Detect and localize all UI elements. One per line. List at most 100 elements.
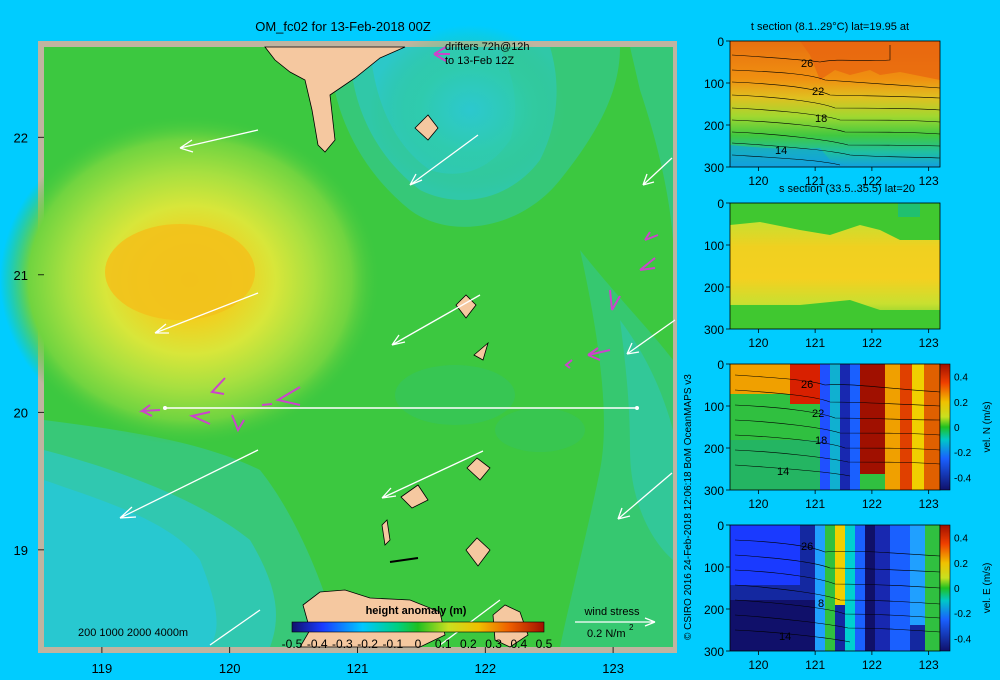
vn-contour-label-22: 22 bbox=[812, 408, 824, 420]
colorbar-tick-label: 0.2 bbox=[954, 559, 968, 570]
section-x-tick-label: 122 bbox=[862, 658, 882, 672]
drifter-track bbox=[138, 404, 161, 417]
drifter-track bbox=[609, 289, 621, 311]
t-section-field bbox=[730, 41, 940, 167]
colorbar-tick-label: 0 bbox=[954, 423, 960, 434]
section-y-tick-label: 300 bbox=[704, 645, 724, 659]
section-y-tick-label: 0 bbox=[717, 197, 724, 211]
colorbar-title: height anomaly (m) bbox=[366, 605, 467, 617]
colorbar-ticks: -0.5 -0.4 -0.3 -0.2 -0.1 0 0.1 0.2 0.3 0.4 0.5 bbox=[282, 637, 553, 651]
ve-section-field bbox=[730, 525, 940, 651]
colorbar-tick-label: 0.2 bbox=[460, 637, 477, 651]
wind-legend-title: wind stress bbox=[583, 606, 640, 618]
section-x-tick-label: 120 bbox=[748, 497, 768, 511]
section-x-tick-label: 122 bbox=[862, 336, 882, 350]
section-y-tick-label: 100 bbox=[704, 400, 724, 414]
drifter-tracks bbox=[138, 46, 659, 433]
section-y-tick-label: 300 bbox=[704, 161, 724, 175]
section-x-tick-label: 122 bbox=[862, 497, 882, 511]
ve-contour-label-26: 26 bbox=[801, 541, 813, 553]
drifter-track bbox=[564, 359, 573, 369]
section-x-tick-label: 121 bbox=[805, 336, 825, 350]
section-y-tick-label: 100 bbox=[704, 239, 724, 253]
wind-arrow bbox=[642, 157, 673, 186]
section-x-tick-label: 120 bbox=[748, 336, 768, 350]
t-section-ticks: 120 121 122 123 0 100 200 300 bbox=[704, 35, 939, 188]
map-title: OM_fc02 for 13-Feb-2018 00Z bbox=[255, 19, 431, 34]
wind-arrow bbox=[391, 294, 481, 346]
map-y-tick-label: 20 bbox=[14, 405, 28, 420]
drifter-track bbox=[587, 347, 611, 361]
drifter-track bbox=[644, 231, 659, 241]
map-y-tick-label: 22 bbox=[14, 130, 28, 145]
map-y-tick-label: 21 bbox=[14, 268, 28, 283]
colorbar-tick-label: -0.5 bbox=[282, 637, 303, 651]
section-x-tick-label: 120 bbox=[748, 658, 768, 672]
map-y-tick-label: 19 bbox=[14, 543, 28, 558]
s-section-field bbox=[730, 203, 940, 329]
wind-legend-value: 0.2 N/m bbox=[587, 628, 626, 640]
section-y-tick-label: 100 bbox=[704, 561, 724, 575]
wind-arrow bbox=[179, 129, 259, 153]
section-x-tick-label: 123 bbox=[919, 174, 939, 188]
drifter-track bbox=[261, 386, 301, 406]
wind-legend-arrow bbox=[575, 617, 656, 627]
section-y-tick-label: 100 bbox=[704, 77, 724, 91]
vn-contour-label-26: 26 bbox=[801, 379, 813, 391]
t-contours bbox=[731, 45, 941, 166]
wind-arrow bbox=[409, 134, 479, 186]
section-y-tick-label: 200 bbox=[704, 119, 724, 133]
section-end-marker bbox=[635, 406, 639, 410]
colorbar-tick-label: 0.4 bbox=[510, 637, 527, 651]
s-section-title: s section (33.5..35.5) lat=20 bbox=[779, 183, 915, 195]
section-x-tick-label: 121 bbox=[805, 497, 825, 511]
vn-contour-label-18: 18 bbox=[815, 435, 827, 447]
map-field bbox=[0, 25, 673, 647]
s-section-frame bbox=[729, 202, 941, 330]
section-y-tick-label: 300 bbox=[704, 484, 724, 498]
colorbar-tick-label: 0 bbox=[954, 584, 960, 595]
drifter-legend-line2: to 13-Feb 12Z bbox=[445, 55, 514, 67]
section-y-tick-label: 0 bbox=[717, 519, 724, 533]
vn-colorbar-label: vel. N (m/s) bbox=[982, 401, 993, 452]
section-x-tick-label: 121 bbox=[805, 174, 825, 188]
vn-section-field bbox=[730, 364, 940, 490]
section-y-tick-label: 200 bbox=[704, 442, 724, 456]
ve-contours bbox=[734, 539, 941, 643]
map-x-tick-label: 121 bbox=[347, 661, 369, 676]
t-section-frame bbox=[729, 40, 941, 168]
section-y-tick-label: 300 bbox=[704, 323, 724, 337]
map-x-tick-label: 119 bbox=[92, 661, 113, 676]
depth-legend: 200 1000 2000 4000m bbox=[78, 627, 188, 639]
section-start-marker bbox=[163, 406, 167, 410]
wind-arrow bbox=[154, 292, 259, 334]
colorbar-tick-label: 0.1 bbox=[435, 637, 452, 651]
ve-contour-label-14: 14 bbox=[779, 631, 791, 643]
section-x-tick-label: 123 bbox=[919, 658, 939, 672]
ve-colorbar-label: vel. E (m/s) bbox=[982, 563, 993, 614]
colorbar-tick-label: 0.3 bbox=[485, 637, 502, 651]
colorbar-tick-label: -0.1 bbox=[382, 637, 403, 651]
drifter-track bbox=[231, 414, 245, 433]
t-section-title: t section (8.1..29°C) lat=19.95 at bbox=[751, 21, 909, 33]
wind-arrow bbox=[209, 609, 261, 646]
colorbar-tick-label: -0.4 bbox=[954, 634, 972, 645]
t-contour-label-22: 22 bbox=[812, 86, 824, 98]
vn-contours bbox=[734, 374, 941, 477]
section-x-tick-label: 123 bbox=[919, 497, 939, 511]
colorbar-tick-label: -0.3 bbox=[332, 637, 353, 651]
section-y-tick-label: 0 bbox=[717, 35, 724, 49]
map-x-ticks: 119 120 121 122 123 bbox=[92, 647, 624, 676]
drifter-legend-line1: drifters 72h@12h bbox=[445, 41, 530, 53]
map-x-tick-label: 120 bbox=[219, 661, 241, 676]
drifter-track bbox=[188, 411, 211, 425]
colorbar-tick-label: 0.4 bbox=[954, 534, 968, 545]
colorbar-tick-label: -0.4 bbox=[307, 637, 328, 651]
ship-track bbox=[389, 557, 419, 563]
wind-arrow bbox=[617, 472, 673, 520]
vn-colorbar bbox=[939, 363, 951, 491]
section-y-tick-label: 0 bbox=[717, 358, 724, 372]
map-y-ticks: 22 21 20 19 bbox=[14, 130, 44, 558]
t-contour-label-26: 26 bbox=[801, 58, 813, 70]
